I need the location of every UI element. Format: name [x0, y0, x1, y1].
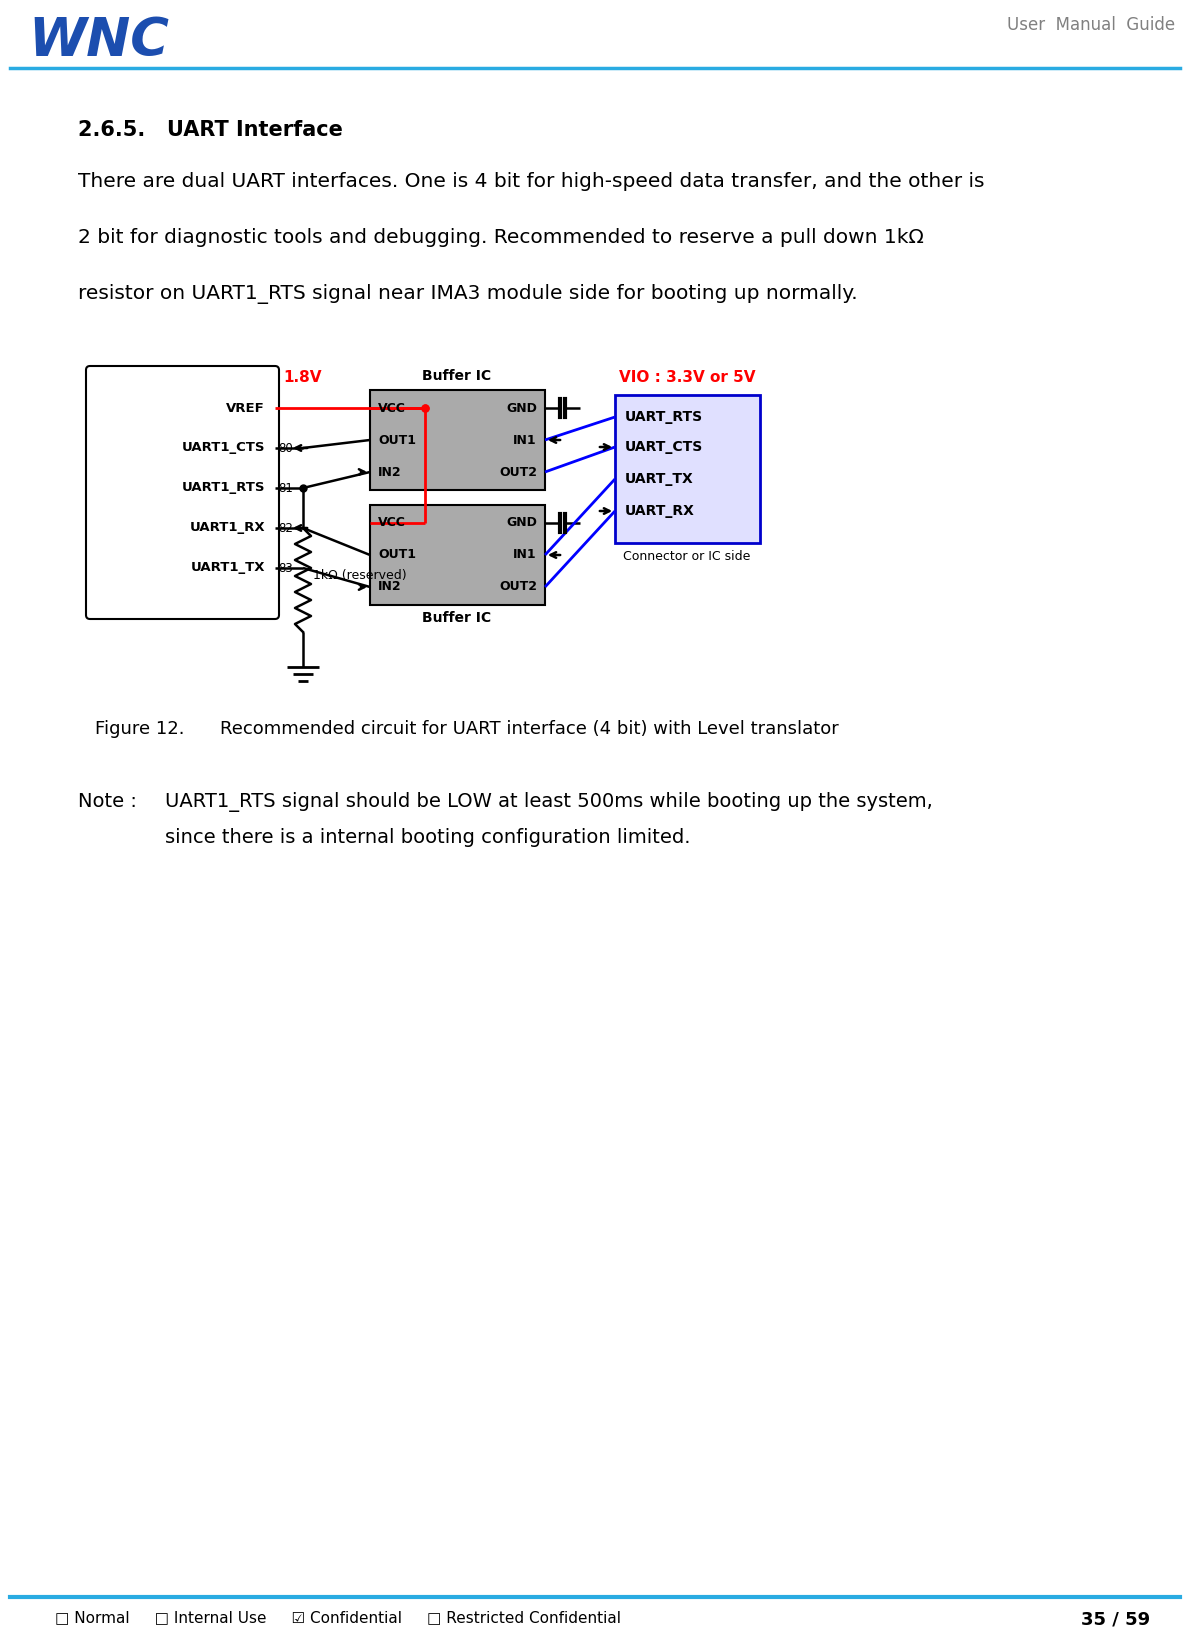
- Text: resistor on UART1_RTS signal near IMA3 module side for booting up normally.: resistor on UART1_RTS signal near IMA3 m…: [78, 284, 858, 305]
- Text: 35 / 59: 35 / 59: [1081, 1610, 1151, 1628]
- Text: UART1_CTS: UART1_CTS: [182, 442, 266, 455]
- FancyBboxPatch shape: [86, 367, 279, 619]
- Text: IN1: IN1: [513, 434, 537, 447]
- Text: OUT1: OUT1: [378, 434, 416, 447]
- Text: Note :: Note :: [78, 792, 136, 812]
- Text: 80: 80: [277, 442, 293, 455]
- Text: UART_CTS: UART_CTS: [626, 440, 703, 455]
- Text: VCC: VCC: [378, 401, 405, 414]
- Text: GND: GND: [506, 517, 537, 530]
- Text: OUT2: OUT2: [499, 580, 537, 593]
- Text: VIO : 3.3V or 5V: VIO : 3.3V or 5V: [618, 370, 755, 386]
- Text: UART1_TX: UART1_TX: [190, 561, 266, 574]
- Bar: [370, 390, 545, 491]
- Text: User  Manual  Guide: User Manual Guide: [1007, 16, 1174, 34]
- Text: 2 bit for diagnostic tools and debugging. Recommended to reserve a pull down 1kΩ: 2 bit for diagnostic tools and debugging…: [78, 228, 923, 248]
- Text: 81: 81: [277, 481, 293, 494]
- Text: VCC: VCC: [378, 517, 405, 530]
- Text: Buffer IC: Buffer IC: [422, 611, 492, 624]
- Bar: [615, 394, 759, 543]
- Text: 83: 83: [277, 561, 293, 574]
- Text: Connector or IC side: Connector or IC side: [623, 549, 751, 562]
- Text: UART_RTS: UART_RTS: [626, 411, 703, 424]
- Text: Buffer IC: Buffer IC: [422, 368, 492, 383]
- Bar: [370, 505, 545, 605]
- Text: Recommended circuit for UART interface (4 bit) with Level translator: Recommended circuit for UART interface (…: [220, 720, 838, 738]
- Text: since there is a internal booting configuration limited.: since there is a internal booting config…: [165, 828, 690, 848]
- Text: GND: GND: [506, 401, 537, 414]
- Text: IN2: IN2: [378, 466, 402, 479]
- Text: UART_RX: UART_RX: [626, 504, 695, 518]
- Text: IN2: IN2: [378, 580, 402, 593]
- Text: UART1_RTS signal should be LOW at least 500ms while booting up the system,: UART1_RTS signal should be LOW at least …: [165, 792, 933, 812]
- Text: OUT2: OUT2: [499, 466, 537, 479]
- Text: 1.8V: 1.8V: [283, 370, 322, 386]
- Text: UART_TX: UART_TX: [626, 473, 694, 486]
- Text: VREF: VREF: [226, 401, 266, 414]
- Text: 1kΩ (reserved): 1kΩ (reserved): [313, 569, 407, 582]
- Text: UART1_RTS: UART1_RTS: [182, 481, 266, 494]
- Text: WNC: WNC: [28, 15, 169, 67]
- Text: IN1: IN1: [513, 549, 537, 561]
- Text: OUT1: OUT1: [378, 549, 416, 561]
- Text: 82: 82: [277, 522, 293, 535]
- Text: □ Normal   □ Internal Use   ☑ Confidential   □ Restricted Confidential: □ Normal □ Internal Use ☑ Confidential □…: [55, 1610, 621, 1625]
- Text: Figure 12.: Figure 12.: [94, 720, 184, 738]
- Text: There are dual UART interfaces. One is 4 bit for high-speed data transfer, and t: There are dual UART interfaces. One is 4…: [78, 173, 984, 191]
- Text: 2.6.5.   UART Interface: 2.6.5. UART Interface: [78, 121, 343, 140]
- Text: UART1_RX: UART1_RX: [189, 522, 266, 535]
